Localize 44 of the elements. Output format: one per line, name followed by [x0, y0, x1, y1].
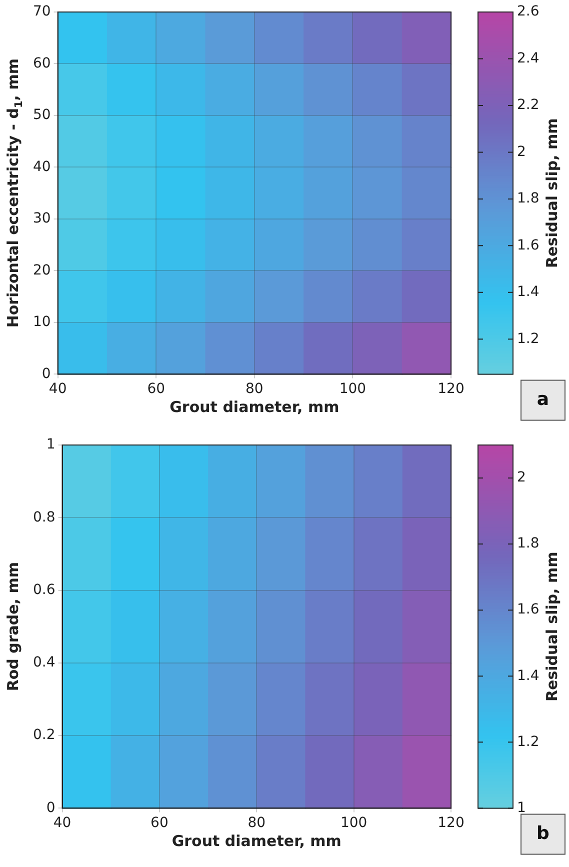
y-axis-title: Rod grade, mm [4, 562, 22, 692]
color-bar-label: 1 [517, 800, 526, 816]
y-tick-label: 20 [32, 262, 51, 278]
text: b [536, 822, 550, 844]
y-tick-label: 0.2 [33, 727, 56, 744]
color-bar-label: 2 [517, 144, 526, 160]
color-bar-label: 1.8 [517, 190, 540, 207]
y-tick-label: 1 [46, 436, 56, 453]
color-bar-label: 1.8 [517, 536, 540, 552]
x-axis-title: Grout diameter, mm [170, 398, 340, 416]
text: a [536, 388, 550, 410]
color-bar-label: 1.2 [517, 734, 540, 750]
color-bar-label: 1.6 [517, 602, 540, 618]
color-bar-title: Residual slip, mm [542, 118, 561, 268]
x-tick-label: 100 [339, 381, 366, 398]
color-bar-label: 2.6 [517, 4, 540, 20]
y-tick-label: 0.8 [33, 509, 56, 526]
y-tick-label: 0 [46, 800, 56, 816]
color-bar-label: 2.2 [517, 97, 540, 114]
y-tick-label: 30 [32, 210, 51, 227]
color-bar-label: 1.4 [517, 668, 540, 684]
color-bar-label: 1.6 [517, 237, 540, 254]
y-tick-label: 40 [32, 158, 51, 175]
x-tick-label: 120 [438, 815, 464, 832]
x-tick-label: 60 [150, 815, 168, 832]
x-tick-label: 80 [245, 381, 264, 398]
y-tick-label: 0.6 [33, 582, 56, 598]
y-tick-label: 70 [32, 4, 51, 20]
y-tick-label: 10 [32, 314, 51, 330]
x-tick-label: 80 [248, 815, 266, 832]
y-tick-label: 60 [32, 55, 51, 72]
x-tick-label: 60 [147, 381, 166, 398]
color-bar-label: 1.2 [517, 330, 540, 347]
x-tick-label: 100 [340, 815, 368, 832]
y-axis-title: Horizontal eccentricity - d1, mm [4, 58, 25, 328]
x-axis-title: Grout diameter, mm [172, 832, 342, 850]
color-bar-label: 2 [517, 470, 526, 486]
y-tick-label: 0.4 [33, 654, 56, 671]
color-bar-label: 1.4 [517, 284, 540, 300]
x-tick-label: 120 [438, 381, 464, 398]
color-bar-title: Residual slip, mm [542, 552, 561, 702]
color-bar-label: 2.4 [517, 50, 540, 66]
y-tick-label: 50 [32, 107, 51, 124]
y-tick-label: 0 [42, 366, 51, 382]
